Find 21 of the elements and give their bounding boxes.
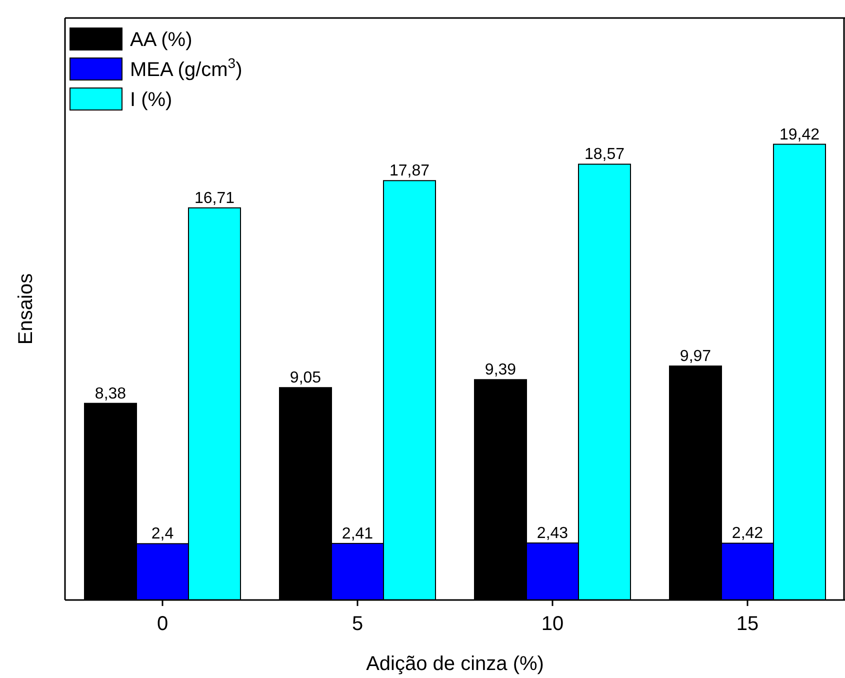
data-label: 16,71 [194,190,235,207]
legend-label: MEA (g/cm$^{3}$) [130,55,242,81]
x-tick-label: 0 [156,613,168,635]
x-axis-title: Adição de cinza (%) [366,653,544,675]
data-label: 2,41 [342,525,374,542]
legend-label: AA (%) [130,29,192,51]
data-label: 2,4 [151,526,174,543]
data-label: 19,42 [779,126,820,144]
legend-label: I (%) [130,89,172,111]
data-label: 2,42 [732,525,764,542]
data-label: 2,43 [536,524,568,542]
data-label: 17,87 [389,162,430,180]
x-tick-label: 5 [352,613,364,635]
x-tick-label: 10 [541,613,564,635]
data-label: 9,05 [290,370,322,387]
y-axis-title: Ensaios [15,273,37,345]
x-tick-label: 15 [736,613,759,635]
data-label: 9,39 [484,362,516,379]
data-label: 9,97 [680,348,712,366]
data-label: 18,57 [584,146,625,164]
data-label: 8,38 [94,385,126,402]
